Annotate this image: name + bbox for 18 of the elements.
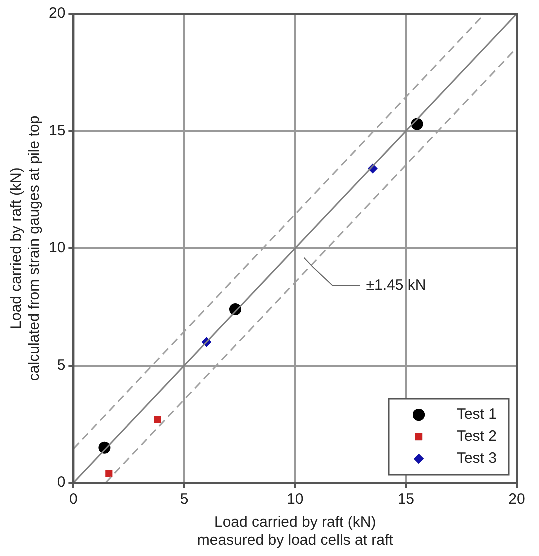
x-tick-label: 15 — [398, 491, 415, 508]
point — [106, 470, 113, 478]
point — [154, 416, 162, 424]
x-tick-label: 10 — [287, 491, 304, 508]
y-tick-label: 0 — [57, 474, 66, 492]
legend-label: Test 2 — [456, 428, 497, 446]
x-axis-title: Load carried by raft (kN) measured by load cells at raft — [197, 514, 394, 550]
x-tick-label: 5 — [180, 491, 189, 508]
annotation: ±1.45 kN — [366, 277, 426, 294]
legend-label: Test 3 — [456, 450, 497, 468]
y-tick-label: 15 — [48, 122, 66, 140]
y-tick-label: 20 — [48, 5, 66, 22]
y-tick-label: 5 — [57, 356, 66, 374]
y-axis-title: Load carried by raft (kN) calculated from strain gauges at pile top — [8, 116, 44, 382]
y-tick-label: 10 — [48, 240, 66, 257]
x-tick-label: 0 — [70, 491, 78, 508]
x-tick-label: 20 — [508, 491, 526, 508]
legend-label: Test 1 — [456, 406, 497, 424]
